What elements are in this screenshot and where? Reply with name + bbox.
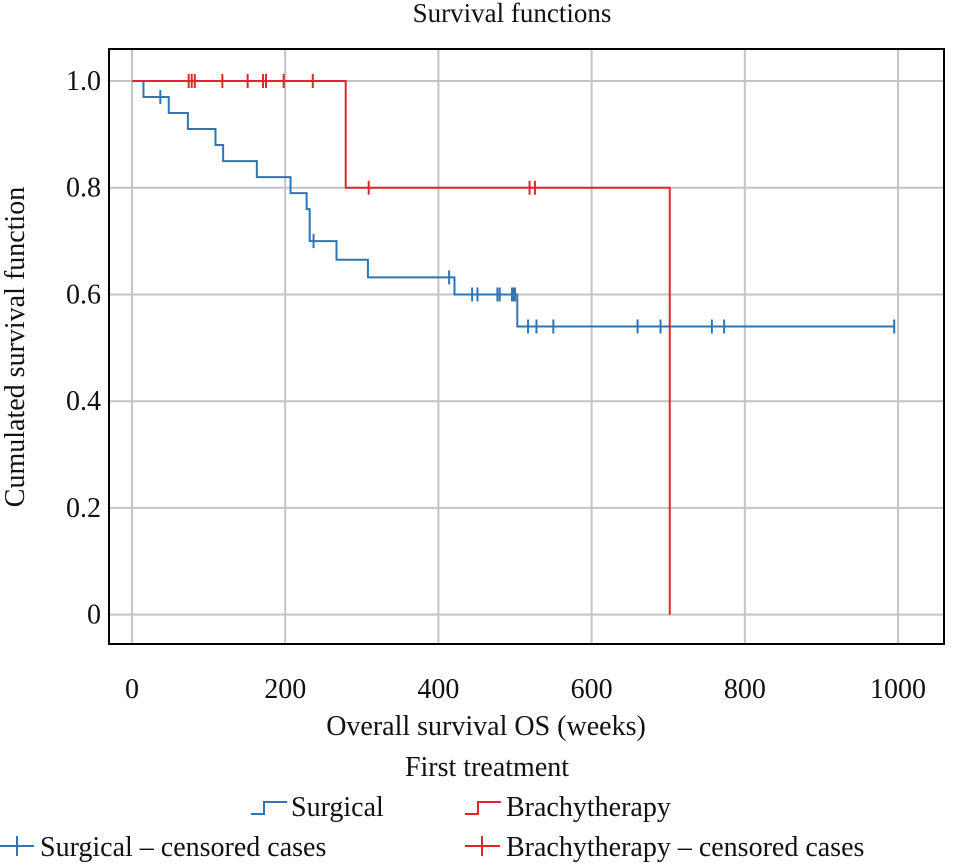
survival-curve-surgical: [131, 80, 895, 328]
x-tick-labels: 0 200 400 600 800 1000: [125, 674, 926, 705]
legend-step-icon-brachy: [465, 801, 501, 815]
survival-curve-brachy: [131, 80, 671, 615]
legend-label-brachy-censored: Brachytherapy – censored cases: [506, 832, 864, 863]
legend: Surgical Brachytherapy Surgical – censor…: [0, 792, 864, 863]
legend-item-surgical: Surgical: [251, 792, 384, 823]
legend-label-surgical: Surgical: [291, 792, 384, 823]
x-tick-label: 800: [724, 674, 766, 705]
series-surgical: [131, 80, 896, 334]
x-tick-label: 600: [571, 674, 613, 705]
x-tick-label: 400: [417, 674, 459, 705]
legend-plus-icon-brachy: [465, 836, 500, 856]
y-tick-label: 0.6: [66, 279, 101, 310]
y-tick-labels: 0 0.2 0.4 0.6 0.8 1.0: [66, 66, 101, 631]
legend-label-surgical-censored: Surgical – censored cases: [40, 832, 326, 863]
y-tick-label: 0.8: [66, 173, 101, 204]
x-tick-label: 200: [264, 674, 306, 705]
legend-plus-icon-surgical: [0, 836, 34, 856]
series-brachy: [131, 74, 671, 615]
x-axis-label: Overall survival OS (weeks): [326, 711, 646, 742]
legend-step-icon-surgical: [251, 801, 287, 815]
y-tick-label: 0: [87, 600, 101, 631]
legend-item-surgical-censored: Surgical – censored cases: [0, 832, 326, 863]
y-axis-label: Cumulated survival function: [0, 187, 31, 507]
x-tick-label: 1000: [870, 674, 926, 705]
x-tick-label: 0: [125, 674, 139, 705]
legend-label-brachy: Brachytherapy: [506, 792, 671, 823]
legend-item-brachy: Brachytherapy: [465, 792, 671, 823]
plot-frame: [108, 48, 945, 645]
y-tick-label: 0.2: [66, 493, 101, 524]
legend-item-brachy-censored: Brachytherapy – censored cases: [465, 832, 864, 863]
y-tick-label: 1.0: [66, 66, 101, 97]
grid: [109, 49, 944, 644]
y-tick-label: 0.4: [66, 386, 101, 417]
series-layer: [131, 74, 896, 615]
legend-title: First treatment: [405, 752, 569, 783]
chart-title: Survival functions: [413, 0, 612, 28]
